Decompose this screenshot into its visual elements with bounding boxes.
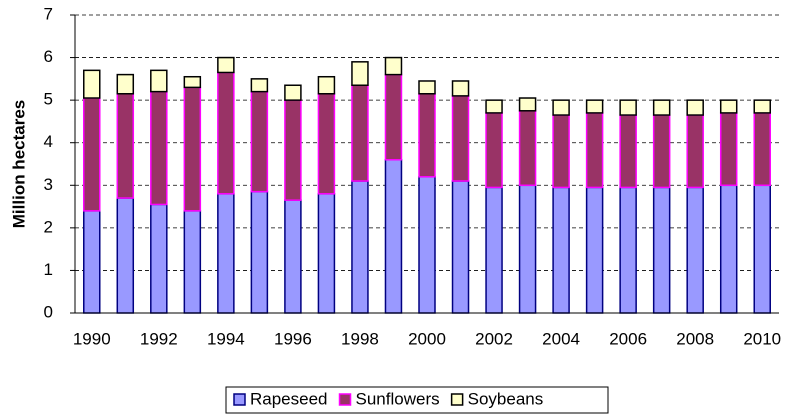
bar-segment bbox=[183, 210, 202, 314]
bar-segment bbox=[351, 84, 369, 182]
bar-segment bbox=[619, 186, 637, 314]
y-tick-label: 0 bbox=[44, 302, 53, 321]
bar-segment bbox=[317, 93, 336, 195]
bar-segment bbox=[619, 114, 637, 189]
bar-segment bbox=[451, 95, 470, 182]
y-tick-label: 4 bbox=[44, 132, 53, 151]
bar-segment bbox=[250, 78, 269, 93]
bar-segment bbox=[317, 75, 336, 95]
x-tick-label: 1996 bbox=[274, 329, 312, 348]
bar-segment bbox=[686, 114, 704, 189]
bar-segment bbox=[250, 190, 269, 314]
bar-segment bbox=[719, 112, 738, 187]
bar-segment bbox=[451, 80, 470, 97]
bar-segment bbox=[384, 73, 403, 161]
x-tick-label: 1990 bbox=[73, 329, 111, 348]
bar-segment bbox=[150, 90, 168, 206]
bar-segment bbox=[116, 197, 135, 314]
bar-segment bbox=[652, 99, 671, 116]
y-axis-label: Million hectares bbox=[9, 100, 28, 228]
bar-segment bbox=[284, 84, 302, 101]
bar-segment bbox=[83, 97, 101, 212]
bar-segment bbox=[150, 69, 168, 93]
bar-segment bbox=[518, 110, 537, 187]
bar-segment bbox=[384, 56, 403, 76]
bar-segment bbox=[686, 186, 704, 314]
bar-segment bbox=[116, 93, 135, 199]
bar-segment bbox=[83, 69, 101, 99]
bar-segment bbox=[552, 114, 570, 189]
legend-box bbox=[225, 386, 609, 414]
bar-segment bbox=[183, 86, 202, 212]
bar-segment bbox=[518, 184, 537, 314]
bar-segment bbox=[284, 99, 302, 201]
bar-segment bbox=[686, 99, 704, 116]
bar-segment bbox=[485, 112, 503, 189]
bar-segment bbox=[585, 112, 604, 189]
bar-segment bbox=[485, 99, 503, 114]
bar-segment bbox=[619, 99, 637, 116]
bar-segment bbox=[485, 186, 503, 314]
legend-label: Rapeseed bbox=[250, 389, 328, 408]
bar-segment bbox=[418, 80, 436, 95]
y-tick-label: 5 bbox=[44, 90, 53, 109]
bar-segment bbox=[217, 71, 235, 195]
bar-segment bbox=[217, 56, 235, 74]
x-tick-label: 2002 bbox=[475, 329, 513, 348]
x-tick-label: 1994 bbox=[207, 329, 245, 348]
y-tick-label: 3 bbox=[44, 175, 53, 194]
x-tick-label: 2010 bbox=[743, 329, 781, 348]
y-tick-label: 1 bbox=[44, 260, 53, 279]
y-tick-label: 6 bbox=[44, 47, 53, 66]
x-tick-label: 2000 bbox=[408, 329, 446, 348]
bar-segment bbox=[753, 184, 771, 314]
y-tick-label: 7 bbox=[44, 4, 53, 23]
bar-segment bbox=[284, 199, 302, 314]
y-tick-label: 2 bbox=[44, 217, 53, 236]
legend-label: Sunflowers bbox=[356, 389, 440, 408]
bar-segment bbox=[552, 186, 570, 314]
bar-segment bbox=[183, 75, 202, 89]
bar-segment bbox=[552, 99, 570, 116]
bar-segment bbox=[250, 90, 269, 193]
bar-segment bbox=[585, 99, 604, 114]
bar-segment bbox=[719, 99, 738, 114]
bar-segment bbox=[585, 186, 604, 314]
bar-segment bbox=[652, 186, 671, 314]
bar-segment bbox=[753, 112, 771, 187]
bar-segment bbox=[150, 203, 168, 314]
bar-segment bbox=[418, 176, 436, 314]
bar-segment bbox=[719, 184, 738, 314]
x-tick-label: 1992 bbox=[140, 329, 178, 348]
x-tick-label: 1998 bbox=[341, 329, 379, 348]
bar-segment bbox=[451, 180, 470, 314]
legend-swatch bbox=[338, 393, 352, 406]
bar-segment bbox=[217, 193, 235, 314]
legend-label: Soybeans bbox=[468, 389, 544, 408]
bar-segment bbox=[351, 180, 369, 314]
x-tick-label: 2008 bbox=[676, 329, 714, 348]
x-tick-label: 2004 bbox=[542, 329, 580, 348]
bar-segment bbox=[518, 97, 537, 112]
x-tick-label: 2006 bbox=[609, 329, 647, 348]
bar-segment bbox=[652, 114, 671, 189]
bar-segment bbox=[83, 210, 101, 314]
bar-segment bbox=[116, 73, 135, 95]
bar-segment bbox=[753, 99, 771, 114]
legend-swatch bbox=[450, 393, 464, 406]
bar-segment bbox=[418, 93, 436, 178]
bar-segment bbox=[384, 158, 403, 314]
legend-swatch bbox=[233, 393, 246, 406]
bar-segment bbox=[351, 61, 369, 86]
bar-segment bbox=[317, 193, 336, 314]
